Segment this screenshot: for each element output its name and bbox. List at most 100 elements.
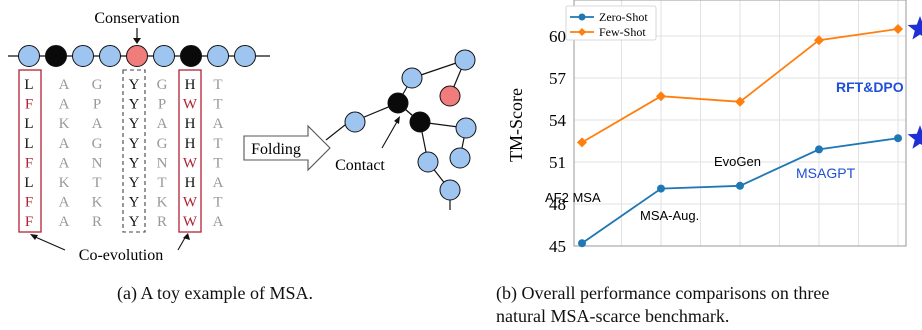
- msa-residue: L: [24, 175, 33, 191]
- msa-residue: Y: [129, 116, 140, 132]
- msa-residue: K: [59, 175, 70, 191]
- coevolution-arrowhead-right: [183, 233, 190, 240]
- msa-residue: T: [92, 175, 101, 191]
- chain-residue: [126, 45, 148, 67]
- data-point: [735, 96, 745, 107]
- msa-residue: Y: [129, 214, 140, 230]
- chain-residue: [72, 45, 94, 67]
- chain-residue: [153, 45, 175, 67]
- annotation-msagpt: MSAGPT: [796, 165, 856, 181]
- msa-residue: H: [185, 77, 196, 93]
- msa-diagram: Conservation LFLLFLFFAAKAAKAAGPAGNTKRYYY…: [8, 10, 477, 264]
- chain-residue: [99, 45, 121, 67]
- y-axis-ticks: 45 48 51 54 57 60: [549, 27, 567, 256]
- conservation-arrowhead: [133, 38, 141, 44]
- msa-residue: W: [183, 214, 198, 230]
- msa-residue: Y: [129, 155, 140, 171]
- msa-residue: A: [59, 97, 70, 113]
- y-tick-label: 57: [549, 69, 567, 88]
- msa-residue: G: [157, 77, 168, 93]
- msa-residue: F: [25, 195, 33, 211]
- data-point: [578, 239, 586, 248]
- y-axis-label: TM-Score: [506, 88, 526, 162]
- star-marker: [907, 125, 922, 149]
- annotation-evogen: EvoGen: [714, 154, 761, 169]
- star-marker: [907, 16, 922, 40]
- folded-structure: [325, 49, 477, 210]
- coevolution-label: Co-evolution: [79, 247, 163, 262]
- msa-residue: A: [213, 175, 224, 191]
- data-point: [815, 145, 823, 154]
- legend-zero-shot: Zero-Shot: [599, 10, 648, 24]
- msa-residue: H: [185, 136, 196, 152]
- msa-residue: T: [213, 155, 222, 171]
- msa-residue: T: [157, 175, 166, 191]
- performance-chart: 45 48 51 54 57 60 TM-Score AF2 MSA MSA-Aug. E…: [500, 0, 922, 262]
- tm-score-line-chart: 45 48 51 54 57 60 TM-Score AF2 MSA MSA-Aug. E…: [506, 0, 922, 256]
- msa-residue: L: [24, 136, 33, 152]
- coevolution-arrow-left: [32, 235, 66, 251]
- chart-series: [577, 16, 922, 248]
- folding-arrow: [243, 124, 331, 172]
- msa-residue: N: [92, 155, 103, 171]
- msa-residue: R: [157, 214, 167, 230]
- msa-residue: A: [213, 116, 224, 132]
- caption-panel-b-line1: (b) Overall performance comparisons on t…: [496, 283, 830, 303]
- msa-residue: A: [59, 195, 70, 211]
- msa-alignment: LFLLFLFFAAKAAKAAGPAGNTKRYYYYYYYYGPAGNTKR…: [24, 77, 223, 230]
- plot-area: [573, 0, 907, 247]
- msa-residue: F: [25, 155, 33, 171]
- msa-residue: K: [92, 195, 103, 211]
- method-annotations: AF2 MSA MSA-Aug. EvoGen MSAGPT RFT&DPO: [545, 79, 904, 223]
- chain-residue: [207, 45, 229, 67]
- msa-residue: F: [25, 214, 33, 230]
- y-tick-label: 45: [549, 237, 566, 256]
- msa-residue: A: [59, 214, 70, 230]
- msa-residue: A: [59, 155, 70, 171]
- msa-residue: W: [183, 97, 198, 113]
- y-tick-label: 48: [549, 195, 566, 214]
- msa-residue: Y: [129, 175, 140, 191]
- data-point: [656, 91, 666, 102]
- msa-residue: A: [59, 136, 70, 152]
- coevolution-box-right: [178, 69, 202, 233]
- coevolution-box-left: [18, 69, 42, 233]
- msa-residue: T: [213, 97, 222, 113]
- caption-panel-b-line2: natural MSA-scarce benchmark.: [496, 306, 730, 326]
- msa-residue: Y: [129, 136, 140, 152]
- msa-residue: K: [59, 116, 70, 132]
- contact-arrow: [381, 119, 399, 149]
- msa-residue: G: [157, 136, 168, 152]
- chain-residue: [234, 45, 256, 67]
- conservation-label: Conservation: [94, 10, 179, 27]
- msa-residue: K: [157, 195, 168, 211]
- msa-residue: P: [93, 97, 101, 113]
- msa-residue: H: [185, 175, 196, 191]
- data-point: [893, 24, 903, 34]
- folding-label: Folding: [251, 141, 301, 158]
- annotation-af2-msa: AF2 MSA: [545, 190, 601, 205]
- msa-residue: T: [213, 195, 222, 211]
- data-point: [657, 184, 665, 193]
- msa-residue: H: [185, 116, 196, 132]
- data-point: [894, 134, 902, 143]
- msa-residue: Y: [129, 195, 140, 211]
- caption-panel-a: (a) A toy example of MSA.: [117, 283, 313, 303]
- msa-residue: W: [183, 155, 198, 171]
- contact-label: Contact: [335, 157, 385, 174]
- msa-residue: R: [92, 214, 102, 230]
- msa-residue: L: [24, 77, 33, 93]
- msa-residue: A: [92, 116, 103, 132]
- msa-residue: T: [213, 77, 222, 93]
- msa-residue: P: [158, 97, 166, 113]
- y-tick-label: 60: [549, 27, 566, 46]
- legend-few-shot: Few-Shot: [599, 25, 646, 39]
- coevolution-arrowhead-left: [30, 234, 38, 240]
- msa-residue: T: [213, 136, 222, 152]
- msa-residue: A: [157, 116, 168, 132]
- msa-residue: Y: [129, 97, 140, 113]
- msa-residue: F: [25, 97, 33, 113]
- annotation-msa-aug: MSA-Aug.: [640, 208, 699, 223]
- chain-residue: [180, 45, 202, 67]
